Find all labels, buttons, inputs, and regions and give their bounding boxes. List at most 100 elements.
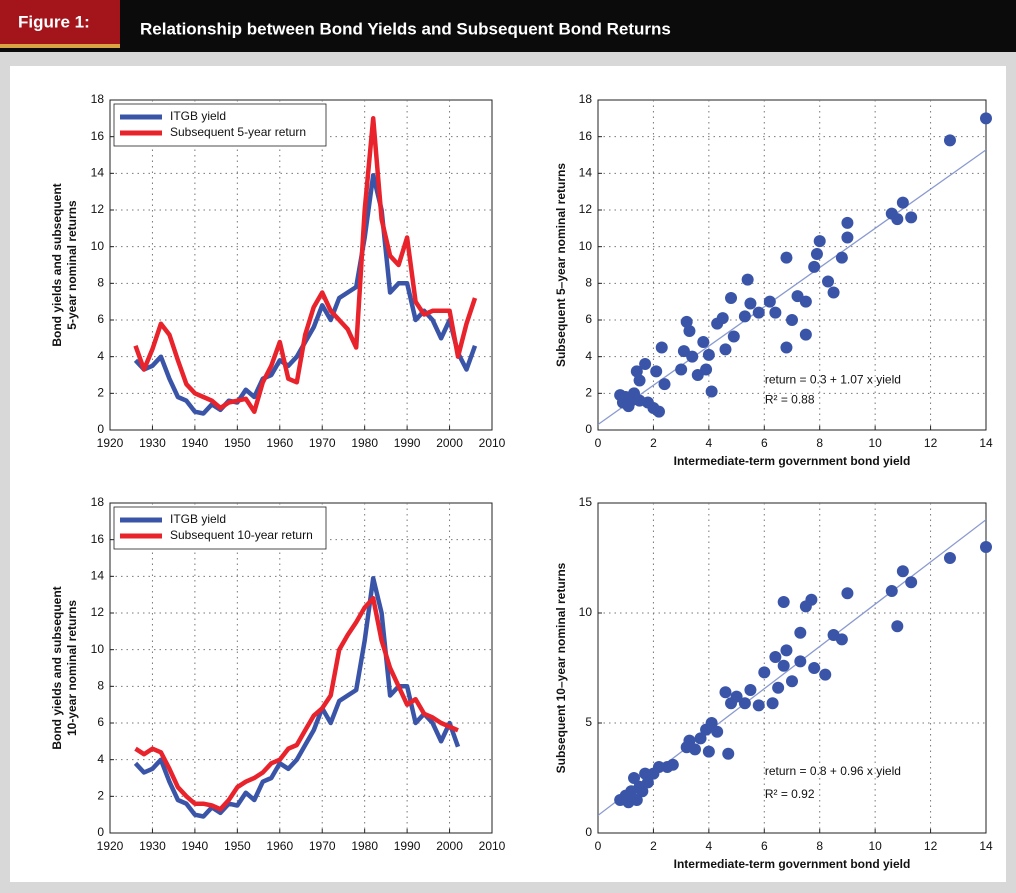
scatter-point	[772, 681, 785, 694]
y-tick-label: 8	[585, 276, 592, 290]
figure-title: Relationship between Bond Yields and Sub…	[140, 19, 671, 38]
y-tick-label: 12	[91, 605, 105, 619]
x-axis-label: Intermediate-term government bond yield	[674, 857, 911, 871]
y-tick-label: 0	[97, 825, 104, 839]
scatter-point	[630, 794, 643, 806]
y-axis-label: 5-year nominal returns	[65, 200, 79, 330]
legend-box	[113, 506, 327, 550]
scatter-point	[835, 251, 848, 264]
y-tick-label: 12	[579, 202, 593, 216]
x-tick-label: 14	[979, 436, 993, 450]
y-axis-label: Subsequent 5–year nominal returns	[554, 163, 568, 367]
x-tick-label: 1940	[182, 839, 209, 853]
scatter-point	[827, 286, 840, 299]
annotation: R² = 0.92	[765, 787, 815, 801]
legend-box	[113, 103, 327, 147]
scatter-point	[744, 684, 757, 696]
scatter-point	[805, 593, 818, 606]
x-tick-label: 4	[706, 839, 713, 853]
y-tick-label: 18	[579, 92, 593, 106]
x-tick-label: 14	[979, 839, 993, 853]
scatter-point	[896, 565, 909, 578]
scatter-point	[891, 620, 904, 633]
scatter-point	[689, 743, 701, 756]
figure-label-box	[0, 0, 120, 44]
scatter-point	[752, 306, 765, 319]
scatter-point	[727, 330, 740, 343]
scatter-point	[744, 297, 757, 310]
y-tick-label: 10	[91, 239, 105, 253]
scatter-point	[641, 776, 654, 789]
scatter-point	[730, 690, 743, 703]
y-tick-label: 15	[579, 495, 593, 509]
y-tick-label: 14	[579, 166, 593, 180]
y-tick-label: 10	[579, 239, 593, 253]
y-tick-label: 4	[97, 752, 104, 766]
x-tick-label: 10	[868, 839, 882, 853]
scatter-point	[841, 216, 854, 229]
scatter-point	[808, 662, 821, 674]
x-tick-label: 0	[595, 839, 602, 853]
scatter-point	[636, 785, 649, 798]
y-tick-label: 4	[97, 349, 104, 363]
scatter-point	[980, 541, 992, 553]
scatter-point	[758, 666, 771, 679]
scatter-point	[780, 644, 793, 657]
scatter-point	[769, 651, 782, 663]
scatter-point	[777, 596, 790, 608]
x-tick-label: 0	[595, 436, 602, 450]
plot-frame	[109, 99, 493, 431]
x-tick-label: 6	[761, 839, 768, 853]
figure-label: Figure 1:	[18, 12, 90, 31]
legend-label: ITGB yield	[170, 109, 226, 123]
scatter-point	[741, 273, 754, 286]
x-tick-label: 8	[816, 839, 823, 853]
x-tick-label: 12	[924, 436, 938, 450]
scatter-point	[658, 378, 671, 391]
x-tick-label: 1920	[97, 436, 124, 450]
scatter-point	[675, 363, 688, 376]
plot-frame	[109, 502, 493, 834]
y-tick-label: 18	[91, 495, 105, 509]
scatter-point	[639, 358, 652, 370]
x-tick-label: 2010	[479, 839, 506, 853]
scatter-point	[943, 134, 956, 147]
legend-label: Subsequent 10-year return	[170, 528, 313, 542]
scatter-point	[652, 405, 665, 418]
scatter-point	[786, 314, 798, 326]
y-tick-label: 6	[585, 312, 592, 326]
series-line	[133, 575, 461, 819]
scatter-point	[705, 717, 718, 729]
y-tick-label: 10	[579, 605, 593, 619]
y-tick-label: 0	[585, 422, 592, 436]
annotation: return = 0.3 + 1.07 x yield	[765, 373, 901, 387]
scatter-point	[700, 363, 713, 376]
x-tick-label: 1980	[351, 436, 378, 450]
scatter-point	[835, 633, 848, 646]
scatter-point	[808, 260, 821, 273]
scatter-point	[633, 374, 646, 387]
y-axis-label: 10-year nominal returns	[65, 600, 79, 736]
scatter-point	[896, 196, 909, 209]
y-tick-label: 0	[585, 825, 592, 839]
scatter-point	[722, 747, 735, 760]
x-tick-label: 1990	[394, 839, 421, 853]
scatter-point	[777, 659, 790, 672]
annotation: R² = 0.88	[765, 392, 815, 406]
y-tick-label: 8	[97, 679, 104, 693]
x-tick-label: 1930	[139, 839, 166, 853]
y-axis-label: Subsequent 10–year nominal returns	[554, 562, 568, 773]
y-tick-label: 6	[97, 715, 104, 729]
y-tick-label: 0	[97, 422, 104, 436]
scatter-point	[799, 328, 812, 341]
y-tick-label: 5	[585, 715, 592, 729]
scatter-point	[980, 112, 992, 125]
scatter-point	[810, 248, 823, 260]
scatter-point	[716, 312, 729, 325]
scatter-point	[628, 772, 641, 784]
x-tick-label: 1950	[224, 436, 251, 450]
y-tick-label: 16	[91, 532, 105, 546]
y-tick-label: 2	[97, 789, 104, 803]
series-line	[134, 596, 459, 812]
